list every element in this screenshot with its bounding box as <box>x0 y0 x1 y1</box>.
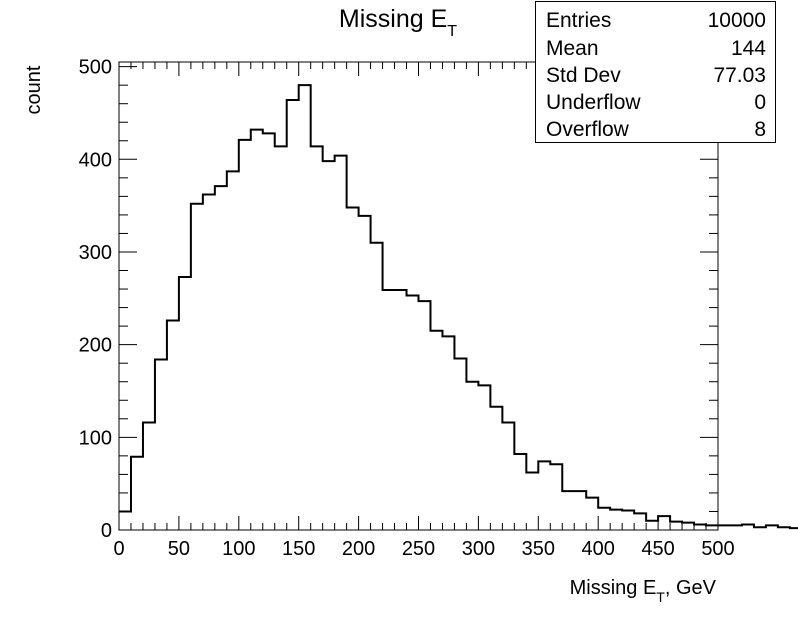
histogram-bin <box>299 85 311 530</box>
histogram-bin <box>371 243 383 530</box>
stats-row-mean: Mean 144 <box>546 36 766 62</box>
histogram-bin <box>203 195 215 530</box>
histogram-bin <box>179 277 191 530</box>
histogram-bin <box>454 359 466 530</box>
histogram-bin <box>574 491 586 530</box>
stats-row-underflow: Underflow 0 <box>546 90 766 116</box>
stats-value: 77.03 <box>713 64 766 87</box>
x-tick-label: 150 <box>282 538 315 560</box>
histogram-bin <box>215 186 227 530</box>
histogram-bin <box>526 473 538 530</box>
stats-row-entries: Entries 10000 <box>546 8 766 34</box>
histogram-bin <box>430 331 442 530</box>
histogram-bin <box>359 216 371 530</box>
histogram-outline <box>119 84 798 530</box>
stats-row-overflow: Overflow 8 <box>546 117 766 143</box>
histogram-bin <box>335 156 347 530</box>
x-tick-label: 100 <box>222 538 255 560</box>
histogram-bin <box>502 422 514 530</box>
histogram-bin <box>227 171 239 530</box>
stats-row-std-dev: Std Dev 77.03 <box>546 63 766 89</box>
x-tick-label: 250 <box>402 538 435 560</box>
stats-label: Overflow <box>546 118 629 141</box>
histogram-bin <box>490 407 502 530</box>
chart-title: Missing ET <box>339 5 457 40</box>
x-tick-label: 500 <box>701 538 734 560</box>
histogram-bin <box>239 140 251 530</box>
stats-box: Entries 10000 Mean 144 Std Dev 77.03 Und… <box>535 1 776 143</box>
x-tick-label: 0 <box>113 538 124 560</box>
y-tick-label: 0 <box>101 520 112 542</box>
y-tick-label: 500 <box>79 57 112 79</box>
y-axis-label: count <box>23 65 45 114</box>
histogram-bin <box>622 511 634 530</box>
y-tick-label: 300 <box>79 242 112 264</box>
histogram-bin <box>562 491 574 530</box>
histogram-bin <box>383 290 395 530</box>
histogram-bin <box>466 382 478 530</box>
histogram-bin <box>143 422 155 530</box>
x-tick-label: 200 <box>342 538 375 560</box>
stats-value: 144 <box>730 37 766 60</box>
histogram-bin <box>251 130 263 530</box>
histogram-bin <box>658 516 670 530</box>
y-tick-label: 400 <box>79 149 112 171</box>
stats-label: Entries <box>546 9 612 32</box>
histogram-bin <box>263 133 275 530</box>
histogram-bin <box>538 461 550 530</box>
stats-label: Mean <box>546 37 599 60</box>
histogram-bin <box>311 146 323 530</box>
histogram-bin <box>395 290 407 530</box>
x-tick-label: 450 <box>641 538 674 560</box>
histogram-bin <box>131 457 143 530</box>
histogram-bin <box>119 511 131 530</box>
histogram-bins <box>119 85 798 530</box>
x-tick-label: 50 <box>168 538 190 560</box>
histogram-bin <box>191 204 203 530</box>
histogram-bin <box>682 523 694 530</box>
x-tick-label: 300 <box>462 538 495 560</box>
histogram-bin <box>514 454 526 530</box>
axis-ticks <box>118 62 719 531</box>
histogram-bin <box>442 336 454 530</box>
stats-value: 8 <box>754 118 766 141</box>
x-axis-label: Missing ET, GeV <box>570 577 717 605</box>
histogram-bin <box>275 146 287 530</box>
histogram-bin <box>167 321 179 530</box>
x-tick-label: 400 <box>582 538 615 560</box>
histogram-bin <box>478 385 490 530</box>
histogram-bin <box>670 522 682 530</box>
histogram-bin <box>155 359 167 530</box>
histogram-bin <box>646 521 658 530</box>
stats-label: Std Dev <box>546 64 621 87</box>
histogram-bin <box>323 161 335 530</box>
histogram-bin <box>586 498 598 530</box>
x-tick-label: 350 <box>522 538 555 560</box>
stats-label: Underflow <box>546 91 641 114</box>
plot-frame <box>118 61 719 531</box>
y-tick-label: 100 <box>79 427 112 449</box>
histogram-bin <box>347 207 359 530</box>
histogram-bin <box>407 296 419 530</box>
y-tick-label: 200 <box>79 335 112 357</box>
stats-value: 10000 <box>707 9 766 32</box>
histogram-bin <box>550 464 562 530</box>
histogram-bin <box>598 508 610 530</box>
histogram-bin <box>419 301 431 530</box>
histogram-bin <box>287 100 299 530</box>
axis-tick-labels: 0 50 100 150 200 250 300 350 400 450 500 0 100 200 300… <box>79 57 735 560</box>
histogram-bin <box>634 513 646 530</box>
histogram-bin <box>610 510 622 530</box>
stats-value: 0 <box>754 91 766 114</box>
